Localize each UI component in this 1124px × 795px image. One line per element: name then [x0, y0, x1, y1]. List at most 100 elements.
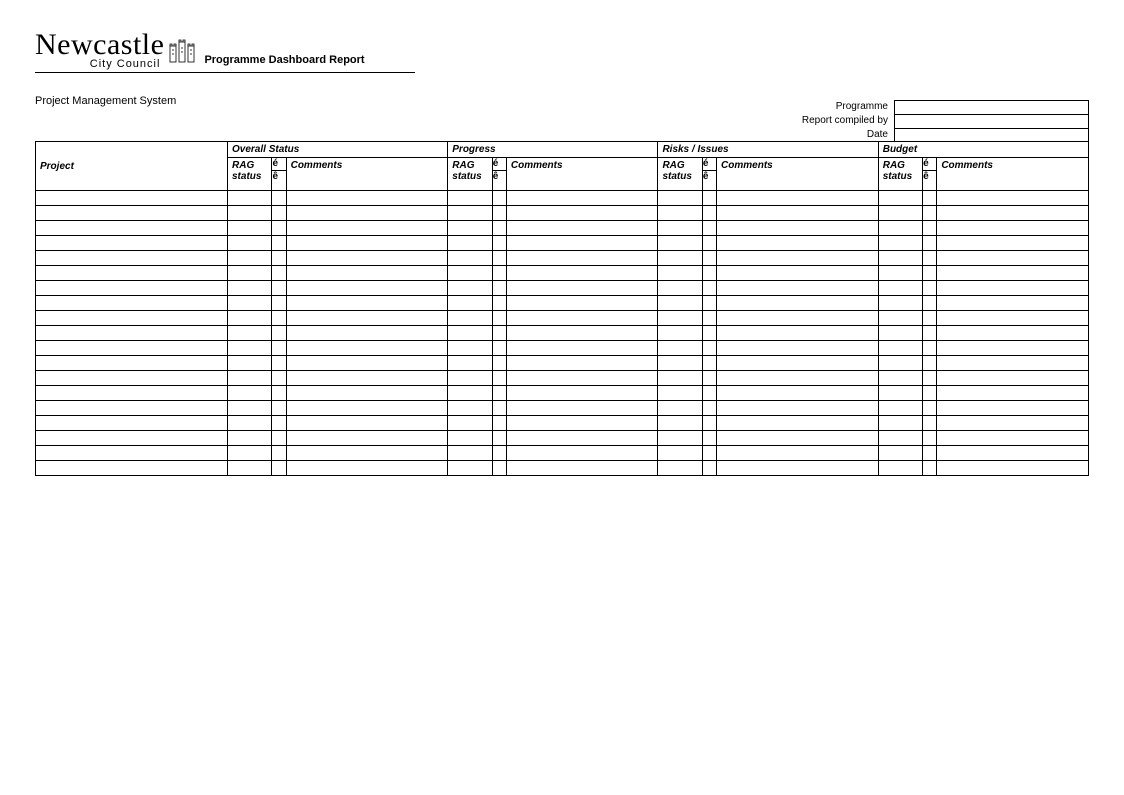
- table-cell[interactable]: [36, 281, 228, 296]
- table-cell[interactable]: [228, 236, 272, 251]
- table-cell[interactable]: [492, 461, 506, 476]
- table-cell[interactable]: [937, 221, 1089, 236]
- table-cell[interactable]: [878, 266, 922, 281]
- table-cell[interactable]: [937, 191, 1089, 206]
- table-cell[interactable]: [506, 326, 658, 341]
- table-cell[interactable]: [937, 416, 1089, 431]
- table-cell[interactable]: [937, 206, 1089, 221]
- table-cell[interactable]: [272, 356, 286, 371]
- table-cell[interactable]: [448, 341, 492, 356]
- table-cell[interactable]: [492, 296, 506, 311]
- meta-field-programme[interactable]: [894, 100, 1089, 114]
- table-cell[interactable]: [492, 416, 506, 431]
- table-cell[interactable]: [272, 266, 286, 281]
- table-cell[interactable]: [286, 416, 448, 431]
- table-cell[interactable]: [228, 311, 272, 326]
- table-cell[interactable]: [286, 251, 448, 266]
- table-cell[interactable]: [228, 296, 272, 311]
- table-cell[interactable]: [702, 326, 716, 341]
- table-cell[interactable]: [923, 236, 937, 251]
- table-cell[interactable]: [272, 401, 286, 416]
- table-cell[interactable]: [36, 236, 228, 251]
- table-cell[interactable]: [36, 311, 228, 326]
- table-cell[interactable]: [448, 461, 492, 476]
- table-cell[interactable]: [937, 236, 1089, 251]
- table-cell[interactable]: [272, 386, 286, 401]
- table-cell[interactable]: [717, 326, 879, 341]
- table-cell[interactable]: [702, 281, 716, 296]
- table-cell[interactable]: [286, 191, 448, 206]
- table-cell[interactable]: [448, 416, 492, 431]
- table-cell[interactable]: [878, 341, 922, 356]
- table-cell[interactable]: [702, 371, 716, 386]
- table-cell[interactable]: [506, 266, 658, 281]
- table-cell[interactable]: [878, 431, 922, 446]
- table-cell[interactable]: [448, 446, 492, 461]
- table-cell[interactable]: [506, 311, 658, 326]
- table-cell[interactable]: [506, 251, 658, 266]
- table-cell[interactable]: [36, 206, 228, 221]
- table-cell[interactable]: [878, 251, 922, 266]
- table-cell[interactable]: [448, 221, 492, 236]
- table-cell[interactable]: [878, 281, 922, 296]
- table-cell[interactable]: [717, 221, 879, 236]
- table-cell[interactable]: [272, 221, 286, 236]
- table-cell[interactable]: [228, 251, 272, 266]
- table-cell[interactable]: [228, 281, 272, 296]
- table-cell[interactable]: [923, 311, 937, 326]
- table-cell[interactable]: [286, 326, 448, 341]
- table-cell[interactable]: [937, 356, 1089, 371]
- table-cell[interactable]: [717, 206, 879, 221]
- table-cell[interactable]: [286, 371, 448, 386]
- table-cell[interactable]: [492, 386, 506, 401]
- table-cell[interactable]: [272, 251, 286, 266]
- table-cell[interactable]: [448, 296, 492, 311]
- table-cell[interactable]: [717, 311, 879, 326]
- table-cell[interactable]: [448, 311, 492, 326]
- table-cell[interactable]: [717, 341, 879, 356]
- table-cell[interactable]: [658, 296, 702, 311]
- table-cell[interactable]: [36, 251, 228, 266]
- table-cell[interactable]: [228, 341, 272, 356]
- table-cell[interactable]: [937, 386, 1089, 401]
- table-cell[interactable]: [286, 281, 448, 296]
- table-cell[interactable]: [36, 446, 228, 461]
- table-cell[interactable]: [492, 251, 506, 266]
- table-cell[interactable]: [506, 386, 658, 401]
- table-cell[interactable]: [492, 431, 506, 446]
- table-cell[interactable]: [878, 356, 922, 371]
- table-cell[interactable]: [717, 461, 879, 476]
- table-cell[interactable]: [228, 356, 272, 371]
- table-cell[interactable]: [228, 206, 272, 221]
- table-cell[interactable]: [717, 296, 879, 311]
- table-cell[interactable]: [286, 356, 448, 371]
- table-cell[interactable]: [658, 461, 702, 476]
- table-cell[interactable]: [658, 446, 702, 461]
- table-cell[interactable]: [506, 401, 658, 416]
- table-cell[interactable]: [702, 461, 716, 476]
- table-cell[interactable]: [272, 236, 286, 251]
- table-cell[interactable]: [717, 251, 879, 266]
- table-cell[interactable]: [448, 191, 492, 206]
- table-cell[interactable]: [702, 206, 716, 221]
- table-cell[interactable]: [937, 326, 1089, 341]
- table-cell[interactable]: [658, 281, 702, 296]
- table-cell[interactable]: [492, 206, 506, 221]
- table-cell[interactable]: [878, 416, 922, 431]
- table-cell[interactable]: [492, 236, 506, 251]
- table-cell[interactable]: [702, 446, 716, 461]
- table-cell[interactable]: [878, 386, 922, 401]
- table-cell[interactable]: [506, 236, 658, 251]
- table-cell[interactable]: [286, 221, 448, 236]
- table-cell[interactable]: [658, 191, 702, 206]
- table-cell[interactable]: [878, 401, 922, 416]
- table-cell[interactable]: [36, 266, 228, 281]
- table-cell[interactable]: [702, 221, 716, 236]
- table-cell[interactable]: [272, 296, 286, 311]
- table-cell[interactable]: [923, 416, 937, 431]
- table-cell[interactable]: [492, 281, 506, 296]
- table-cell[interactable]: [937, 266, 1089, 281]
- table-cell[interactable]: [36, 191, 228, 206]
- table-cell[interactable]: [272, 206, 286, 221]
- table-cell[interactable]: [272, 311, 286, 326]
